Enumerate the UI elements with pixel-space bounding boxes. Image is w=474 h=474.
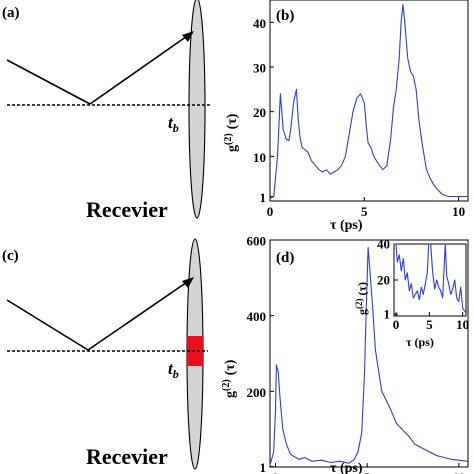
chart-b-xtick-label: 0 bbox=[267, 204, 274, 219]
inset-xtick-label: 5 bbox=[426, 317, 433, 332]
inset-ylabel: g(2)(τ) bbox=[354, 282, 369, 315]
chart-d-ytick-label: 1 bbox=[260, 460, 267, 474]
incident-ray-c bbox=[6, 299, 89, 351]
panel-c-label: (c) bbox=[2, 248, 19, 264]
inset-xtick-label: 10 bbox=[456, 317, 469, 332]
receiver-label-a: Recevier bbox=[86, 197, 168, 222]
panel-a-label: (a) bbox=[2, 5, 20, 21]
reflected-ray-a bbox=[89, 33, 191, 105]
chart-d-ytick-label: 400 bbox=[247, 309, 267, 324]
chart-b-ytick-label: 30 bbox=[253, 61, 266, 76]
chart-b-xtick-label: 5 bbox=[361, 204, 368, 219]
chart-d-ylabel: g(2)(τ) bbox=[221, 359, 238, 398]
chart-b-ytick-label: 40 bbox=[253, 16, 266, 31]
chart-d-inset: 0 5 10 1 20 40 τ (ps) g(2)(τ) bbox=[354, 237, 469, 350]
incident-ray-a bbox=[6, 59, 91, 105]
chart-b-xtick-label: 10 bbox=[452, 204, 465, 219]
chart-b-xlabel: τ (ps) bbox=[330, 218, 363, 233]
inset-ticks: 0 5 10 1 20 40 bbox=[377, 237, 469, 333]
inset-xtick-label: 0 bbox=[393, 317, 400, 332]
lens-a bbox=[188, 0, 206, 219]
inset-xlabel: τ (ps) bbox=[406, 335, 434, 349]
panel-d-label: (d) bbox=[276, 250, 294, 266]
chart-d-ytick-label: 600 bbox=[247, 234, 267, 249]
receiver-label-c: Recevier bbox=[86, 444, 168, 469]
inset-ytick-label: 40 bbox=[377, 237, 390, 252]
chart-d-ticks: 05101200400600 bbox=[247, 234, 466, 474]
arrow-head-icon bbox=[182, 277, 194, 288]
chart-d-xlabel: τ (ps) bbox=[330, 461, 363, 474]
inset-ytick-label: 20 bbox=[377, 273, 390, 288]
chart-b-ytick-label: 1 bbox=[260, 190, 267, 205]
chart-d-xtick-label: 5 bbox=[364, 470, 371, 474]
chart-b-ytick-label: 20 bbox=[253, 105, 266, 120]
tb-label-c: tb bbox=[168, 359, 179, 381]
chart-d-xtick-label: 10 bbox=[452, 470, 465, 474]
chart-b-ticks: 0 5 10 1 10 20 30 40 bbox=[253, 16, 465, 219]
chart-b-ylabel: g(2)(τ) bbox=[223, 113, 240, 152]
panel-a-schematic: (a) tb Recevier bbox=[2, 0, 210, 222]
chart-b-ytick-label: 10 bbox=[253, 150, 266, 165]
chart-b-frame bbox=[269, 0, 469, 202]
panel-c-schematic: (c) tb Recevier bbox=[2, 238, 208, 470]
chart-d-ytick-label: 200 bbox=[247, 385, 267, 400]
inset-ytick-label: 1 bbox=[384, 307, 391, 322]
chart-b: (b) 0 5 10 1 10 20 30 40 τ (ps) g(2)(τ) bbox=[223, 0, 469, 233]
reflected-ray-c bbox=[87, 279, 191, 351]
panel-b-label: (b) bbox=[276, 8, 294, 24]
arrow-head-icon bbox=[182, 31, 194, 42]
chart-d-xtick-label: 0 bbox=[272, 470, 279, 474]
chart-d-series-line bbox=[269, 247, 469, 466]
tb-label-a: tb bbox=[168, 113, 179, 135]
chart-d-frame bbox=[269, 239, 469, 468]
chart-b-series-line bbox=[269, 3, 468, 200]
chart-d: (d) 0 5 10 1 200 400 600 τ (ps) g(2)(τ) 0 5 10 1 2… bbox=[221, 234, 469, 474]
inset-series-line bbox=[394, 243, 467, 313]
